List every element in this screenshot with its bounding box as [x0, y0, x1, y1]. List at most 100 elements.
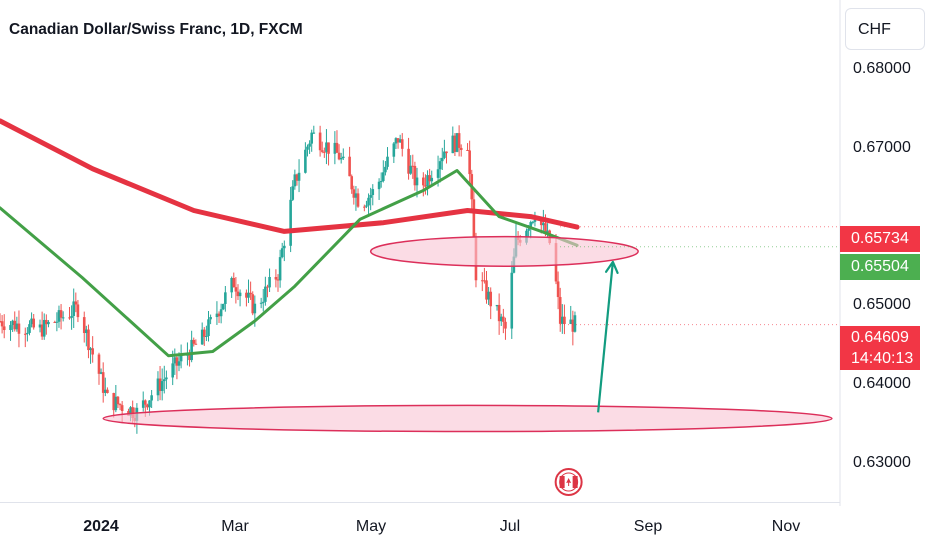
- candle-body: [531, 221, 535, 223]
- candle-body: [74, 301, 78, 305]
- candle-body: [70, 316, 73, 318]
- candle-body: [320, 150, 324, 152]
- candle-body: [558, 297, 562, 324]
- x-tick-label: May: [355, 518, 387, 535]
- y-tick-label: 0.63000: [853, 454, 911, 471]
- candle-body: [97, 354, 101, 374]
- candle-body: [502, 316, 505, 322]
- candle-body: [561, 316, 564, 324]
- candle-body: [264, 286, 267, 302]
- currency-button[interactable]: CHF: [845, 8, 925, 50]
- candle-body: [141, 400, 145, 408]
- candle-body: [377, 181, 381, 190]
- candles-layer: [0, 125, 577, 434]
- candle-body: [453, 135, 457, 152]
- candle-body: [104, 389, 107, 393]
- candle-body: [312, 132, 316, 134]
- candle-body: [371, 189, 375, 196]
- candle-body: [352, 189, 356, 198]
- candle-body: [440, 157, 444, 162]
- candle-body: [289, 199, 292, 246]
- candle-body: [409, 165, 412, 174]
- ma-short-price-label: 0.65504: [840, 254, 920, 280]
- candle-body: [9, 325, 12, 331]
- candle-body: [253, 303, 257, 314]
- candle-body: [527, 228, 530, 231]
- short-moving-average-line: [0, 169, 579, 358]
- candle-body: [293, 174, 297, 187]
- candle-body: [542, 223, 545, 226]
- y-tick-label: 0.64000: [853, 375, 911, 392]
- candle-body: [573, 315, 577, 332]
- candle-body: [156, 378, 160, 396]
- candle-body: [274, 277, 278, 280]
- candle-body: [571, 319, 575, 332]
- candle-body: [259, 302, 263, 304]
- candle-body: [221, 303, 225, 310]
- candle-body: [407, 148, 410, 174]
- x-tick-label: Nov: [771, 518, 801, 535]
- candle-body: [365, 205, 368, 207]
- candle-body: [194, 343, 198, 345]
- candle-body: [278, 257, 282, 281]
- candle-body: [55, 321, 59, 323]
- candle-body: [179, 355, 183, 362]
- candle-body: [87, 329, 90, 351]
- candle-body: [190, 339, 193, 361]
- candle-body: [217, 313, 221, 317]
- x-tick-label: Mar: [221, 518, 249, 535]
- candle-body: [436, 169, 440, 178]
- candle-body: [341, 156, 345, 159]
- candle-body: [394, 138, 398, 144]
- candle-body: [318, 132, 322, 151]
- candle-body: [367, 197, 370, 206]
- candle-body: [529, 222, 533, 229]
- y-tick-label: 0.68000: [853, 60, 911, 77]
- candle-body: [162, 379, 166, 382]
- candle-body: [89, 348, 92, 351]
- candle-body: [47, 321, 50, 325]
- candle-body: [295, 174, 299, 181]
- candle-body: [247, 292, 250, 298]
- candle-body: [304, 149, 307, 173]
- candle-body: [32, 318, 35, 328]
- flag-left-band: [559, 476, 565, 488]
- candle-body: [15, 323, 19, 330]
- candle-body: [339, 158, 343, 160]
- candle-body: [457, 133, 461, 148]
- candle-body: [251, 294, 255, 314]
- candle-body: [116, 396, 120, 405]
- candle-body: [310, 132, 313, 144]
- candle-body: [76, 304, 80, 318]
- canada-flag-event-icon[interactable]: [554, 468, 583, 496]
- candle-body: [411, 165, 415, 167]
- candle-body: [400, 139, 404, 149]
- candle-body: [59, 310, 63, 318]
- flag-right-band: [572, 476, 578, 488]
- candle-body: [337, 152, 341, 160]
- candle-body: [283, 245, 286, 249]
- candle-body: [150, 395, 153, 401]
- candle-body: [297, 172, 301, 181]
- candle-body: [120, 405, 124, 412]
- candle-body: [398, 139, 402, 143]
- candle-body: [118, 404, 122, 406]
- candle-body: [306, 146, 309, 150]
- candle-body: [510, 272, 514, 329]
- long-moving-average-line: [0, 118, 580, 234]
- candle-body: [200, 329, 204, 345]
- candle-body: [569, 319, 573, 325]
- candle-body: [26, 332, 29, 334]
- candle-body: [99, 372, 103, 374]
- candle-body: [468, 150, 471, 175]
- candle-body: [13, 320, 17, 330]
- candle-body: [45, 319, 48, 325]
- candle-body: [369, 195, 372, 198]
- candle-body: [426, 175, 429, 187]
- candle-body: [443, 151, 446, 158]
- candle-body: [363, 206, 366, 208]
- candle-body: [112, 393, 116, 411]
- candle-body: [175, 357, 179, 366]
- resistance-zone-ellipse: [369, 235, 639, 267]
